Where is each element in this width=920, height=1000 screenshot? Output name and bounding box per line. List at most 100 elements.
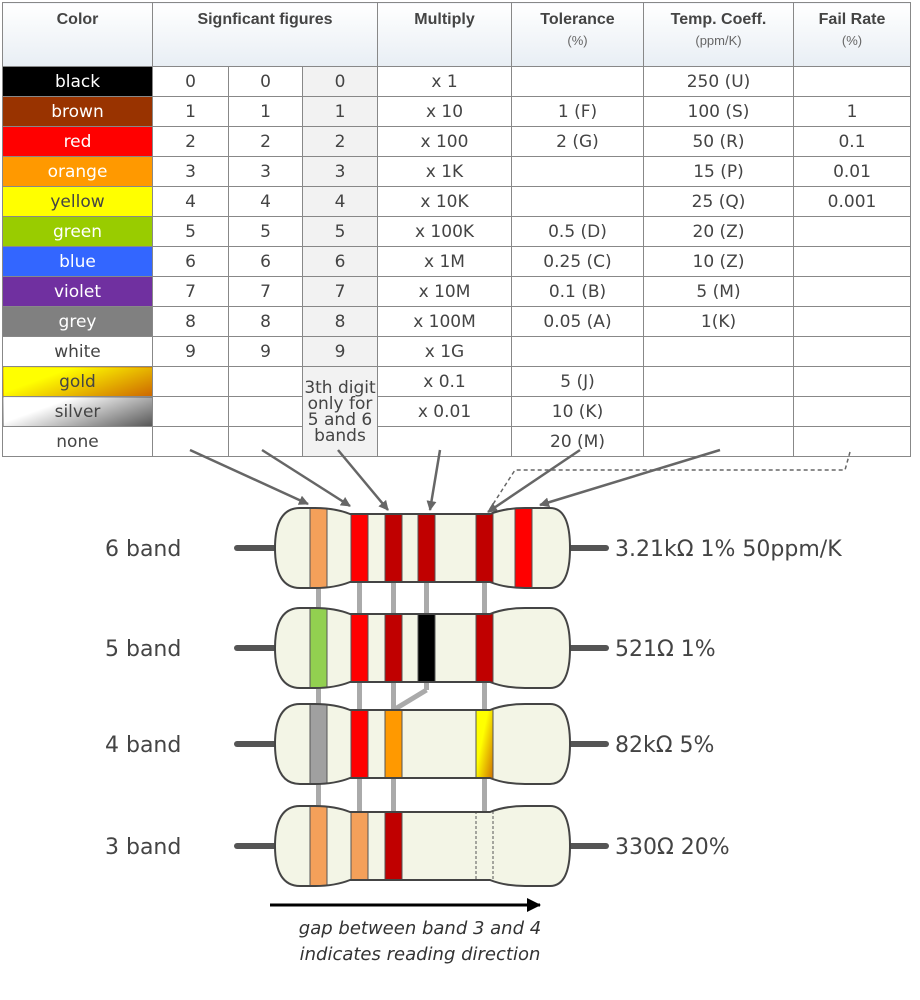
resistor-body [275,806,570,886]
color-name: grey [2,306,153,337]
color-band [309,704,328,784]
band-count-label: 3 band [105,835,181,860]
header-unit: (ppm/K) [695,33,742,48]
tolerance [511,336,644,367]
fail-rate [793,246,911,277]
digit-1 [152,426,229,457]
resistor-value: 82kΩ 5% [615,733,714,758]
digit-1: 0 [152,66,229,97]
tolerance: 0.05 (A) [511,306,644,337]
table-row: black 0 0 0 x 1 250 (U) [2,66,911,97]
header-label: Tolerance [540,11,615,28]
fail-rate: 0.1 [793,126,911,157]
color-band [309,806,328,886]
multiplier: x 100 [377,126,512,157]
color-band [475,508,494,588]
digit-2: 1 [228,96,303,127]
tolerance [511,186,644,217]
multiplier: x 1K [377,156,512,187]
digit-2: 0 [228,66,303,97]
table-row: grey 8 8 8 x 100M 0.05 (A) 1(K) [2,306,911,337]
fail-rate-dashed-arrow [487,451,851,513]
tolerance [511,156,644,187]
resistor-3-band: 3 band 330Ω 20% [105,805,730,887]
color-band [384,704,403,784]
table-row: brown 1 1 1 x 10 1 (F) 100 (S) 1 [2,96,911,127]
fail-rate: 0.001 [793,186,911,217]
table-row: yellow 4 4 4 x 10K 25 (Q) 0.001 [2,186,911,217]
temp-coefficient: 10 (Z) [643,246,794,277]
band-count-label: 4 band [105,733,181,758]
digit-3: 1 [302,96,378,127]
table-row: blue 6 6 6 x 1M 0.25 (C) 10 (Z) [2,246,911,277]
fail-rate [793,426,911,457]
color-band [309,508,328,588]
multiplier [377,426,512,457]
multiplier: x 100M [377,306,512,337]
digit-3: 8 [302,306,378,337]
color-name: orange [2,156,153,187]
color-name: white [2,336,153,367]
digit-1: 1 [152,96,229,127]
digit-3: 4 [302,186,378,217]
arrow-icon [189,448,309,506]
digit-2: 3 [228,156,303,187]
color-name: black [2,66,153,97]
multiplier: x 1G [377,336,512,367]
color-name: silver [2,396,153,427]
color-band [417,608,436,688]
tolerance: 0.5 (D) [511,216,644,247]
table-row: gold 3th digit only for 5 and 6 bands x 0.… [2,366,911,457]
multiplier: x 100K [377,216,512,247]
digit-3: 7 [302,276,378,307]
color-band [417,508,436,588]
multiplier: x 1 [377,66,512,97]
resistor-value: 3.21kΩ 1% 50ppm/K [615,537,842,562]
header-unit: (%) [567,33,588,48]
color-band [350,806,369,886]
multiplier: x 10M [377,276,512,307]
temp-coefficient: 50 (R) [643,126,794,157]
header-label: Signficant figures [197,11,333,28]
digit-3: 0 [302,66,378,97]
temp-coefficient [643,336,794,367]
color-name: violet [2,276,153,307]
digit-3: 6 [302,246,378,277]
digit-3: 9 [302,336,378,367]
header-label: Fail Rate [818,11,886,28]
digit-3: 2 [302,126,378,157]
digit-1: 7 [152,276,229,307]
resistor-5-band: 5 band 521Ω 1% [105,607,716,689]
fail-rate [793,396,911,427]
fail-rate [793,336,911,367]
color-band [384,508,403,588]
color-band [350,508,369,588]
fail-rate [793,306,911,337]
color-band [350,608,369,688]
digit-1: 2 [152,126,229,157]
band-count-label: 6 band [105,537,181,562]
table-row: orange 3 3 3 x 1K 15 (P) 0.01 [2,156,911,187]
table-row: red 2 2 2 x 100 2 (G) 50 (R) 0.1 [2,126,911,157]
header-color: Color [2,2,153,67]
arrow-icon [487,448,581,514]
color-band [309,608,328,688]
multiplier: x 0.1 [377,366,512,397]
band-connector-line [392,687,428,713]
color-name: yellow [2,186,153,217]
header-label: Color [56,11,99,28]
header-label: Temp. Coeff. [670,11,767,28]
header-fail-rate: Fail Rate (%) [793,2,911,67]
color-band [475,704,494,784]
temp-coefficient: 15 (P) [643,156,794,187]
third-digit-note: 3th digit only for 5 and 6 bands [302,366,378,457]
tolerance: 5 (J) [511,366,644,397]
digit-3: 5 [302,216,378,247]
arrow-icon [261,448,351,508]
color-name: none [2,426,153,457]
header-temp-coeff-: Temp. Coeff. (ppm/K) [643,2,794,67]
digit-3: 3 [302,156,378,187]
temp-coefficient [643,366,794,397]
arrow-icon [539,448,721,508]
